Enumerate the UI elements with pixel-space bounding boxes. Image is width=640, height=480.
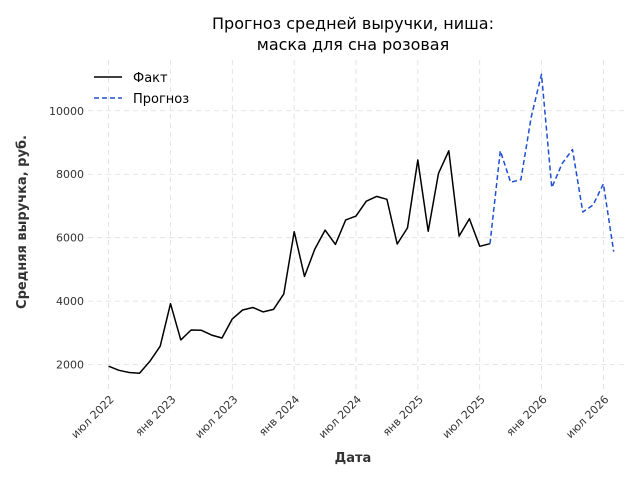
x-tick-label: июл 2025 — [440, 393, 488, 441]
x-tick-label: янв 2026 — [504, 393, 550, 439]
legend: Факт Прогноз — [94, 71, 189, 107]
y-tick-label: 4000 — [56, 295, 84, 308]
chart-title-line-1: Прогноз средней выручки, ниша: — [212, 14, 494, 33]
y-tick-label: 8000 — [56, 168, 84, 181]
series-line-forecast — [489, 73, 615, 252]
chart-title: Прогноз средней выручки, ниша: маска для… — [212, 14, 494, 54]
chart-title-line-2: маска для сна розовая — [257, 35, 449, 54]
x-axis-label: Дата — [335, 451, 372, 466]
x-tick-label: июл 2022 — [69, 393, 117, 441]
x-tick-label: янв 2025 — [380, 393, 426, 439]
tick-labels: 2000 4000 6000 8000 10000 июл 2022 янв 2023 июл… — [49, 105, 612, 441]
x-tick-label: янв 2024 — [256, 393, 302, 439]
x-tick-label: янв 2023 — [133, 393, 179, 439]
x-tick-label: июл 2023 — [192, 393, 240, 441]
y-axis-label: Средняя выручка, руб. — [15, 135, 30, 309]
grid — [88, 60, 624, 390]
y-tick-label: 6000 — [56, 232, 84, 245]
y-tick-label: 2000 — [56, 359, 84, 372]
x-tick-label: июл 2024 — [316, 393, 364, 441]
legend-label-forecast: Прогноз — [133, 92, 189, 107]
series-layer — [108, 73, 615, 374]
series-line-fact — [108, 150, 491, 374]
y-tick-label: 10000 — [49, 105, 84, 118]
legend-label-fact: Факт — [133, 71, 168, 86]
x-tick-label: июл 2026 — [563, 393, 611, 441]
